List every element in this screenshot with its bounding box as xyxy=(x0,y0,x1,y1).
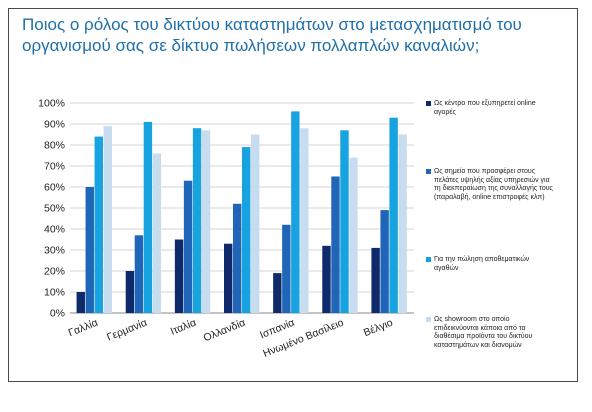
legend-entry: Ως showroom στο οποίο επιδεικνύονται κάπ… xyxy=(426,316,554,350)
chart-title: Ποιος ο ρόλος του δικτύου καταστημάτων σ… xyxy=(22,15,522,55)
bar xyxy=(300,128,309,313)
x-tick-label: Βέλγιο xyxy=(362,317,395,340)
bar xyxy=(242,147,251,313)
bar xyxy=(152,153,162,313)
x-tick-label: Γαλλία xyxy=(67,317,100,340)
bar xyxy=(349,157,358,313)
legend-label: Για την πώληση αποθεματικών αγαθών xyxy=(434,256,530,272)
y-tick-label: 40% xyxy=(44,224,65,236)
bar xyxy=(291,111,300,314)
y-tick-label: 90% xyxy=(44,119,65,131)
legend-entry: Ως κέντρο που εξυπηρετεί online αγορές xyxy=(426,100,554,117)
bar xyxy=(322,245,331,313)
y-tick-label: 30% xyxy=(44,245,65,257)
x-tick-label: Γερμανία xyxy=(105,317,149,344)
legend-swatch xyxy=(426,317,431,322)
x-tick-label: Ιταλία xyxy=(169,317,198,338)
bar xyxy=(398,134,407,313)
y-tick-label: 70% xyxy=(44,161,65,173)
bar xyxy=(94,136,103,313)
bar xyxy=(371,247,380,313)
bar xyxy=(389,117,398,313)
y-tick-label: 20% xyxy=(44,266,65,278)
legend-swatch xyxy=(426,101,431,106)
bar xyxy=(192,128,202,313)
bar xyxy=(251,134,260,313)
legend-entry: Για την πώληση αποθεματικών αγαθών xyxy=(426,256,554,273)
bar xyxy=(143,121,153,314)
bar xyxy=(380,210,389,313)
legend-label: Ως showroom στο οποίο επιδεικνύονται κάπ… xyxy=(434,316,533,349)
y-tick-label: 0% xyxy=(50,308,65,320)
bar xyxy=(340,130,349,313)
y-tick-label: 10% xyxy=(44,287,65,299)
legend-swatch xyxy=(426,169,431,174)
bar xyxy=(125,271,135,313)
legend-label: Ως κέντρο που εξυπηρετεί online αγορές xyxy=(434,100,536,116)
y-tick-label: 100% xyxy=(38,98,65,110)
legend-swatch xyxy=(426,257,431,262)
bar xyxy=(224,243,233,313)
legend-entry: Ως σημείο που προσφέρει στους πελάτες υψ… xyxy=(426,168,554,202)
y-tick-label: 50% xyxy=(44,203,65,215)
y-tick-label: 60% xyxy=(44,182,65,194)
bar xyxy=(273,273,282,313)
bar xyxy=(201,130,211,313)
y-tick-label: 80% xyxy=(44,140,65,152)
bar xyxy=(134,235,144,313)
bar xyxy=(174,239,184,313)
bar xyxy=(103,126,112,313)
x-tick-label: Ολλανδία xyxy=(202,317,247,345)
bar xyxy=(233,203,242,313)
bar xyxy=(85,187,94,313)
bar xyxy=(282,224,291,313)
bar xyxy=(76,292,85,313)
bar xyxy=(331,176,340,313)
bar xyxy=(183,180,193,313)
legend-label: Ως σημείο που προσφέρει στους πελάτες υψ… xyxy=(434,168,553,201)
